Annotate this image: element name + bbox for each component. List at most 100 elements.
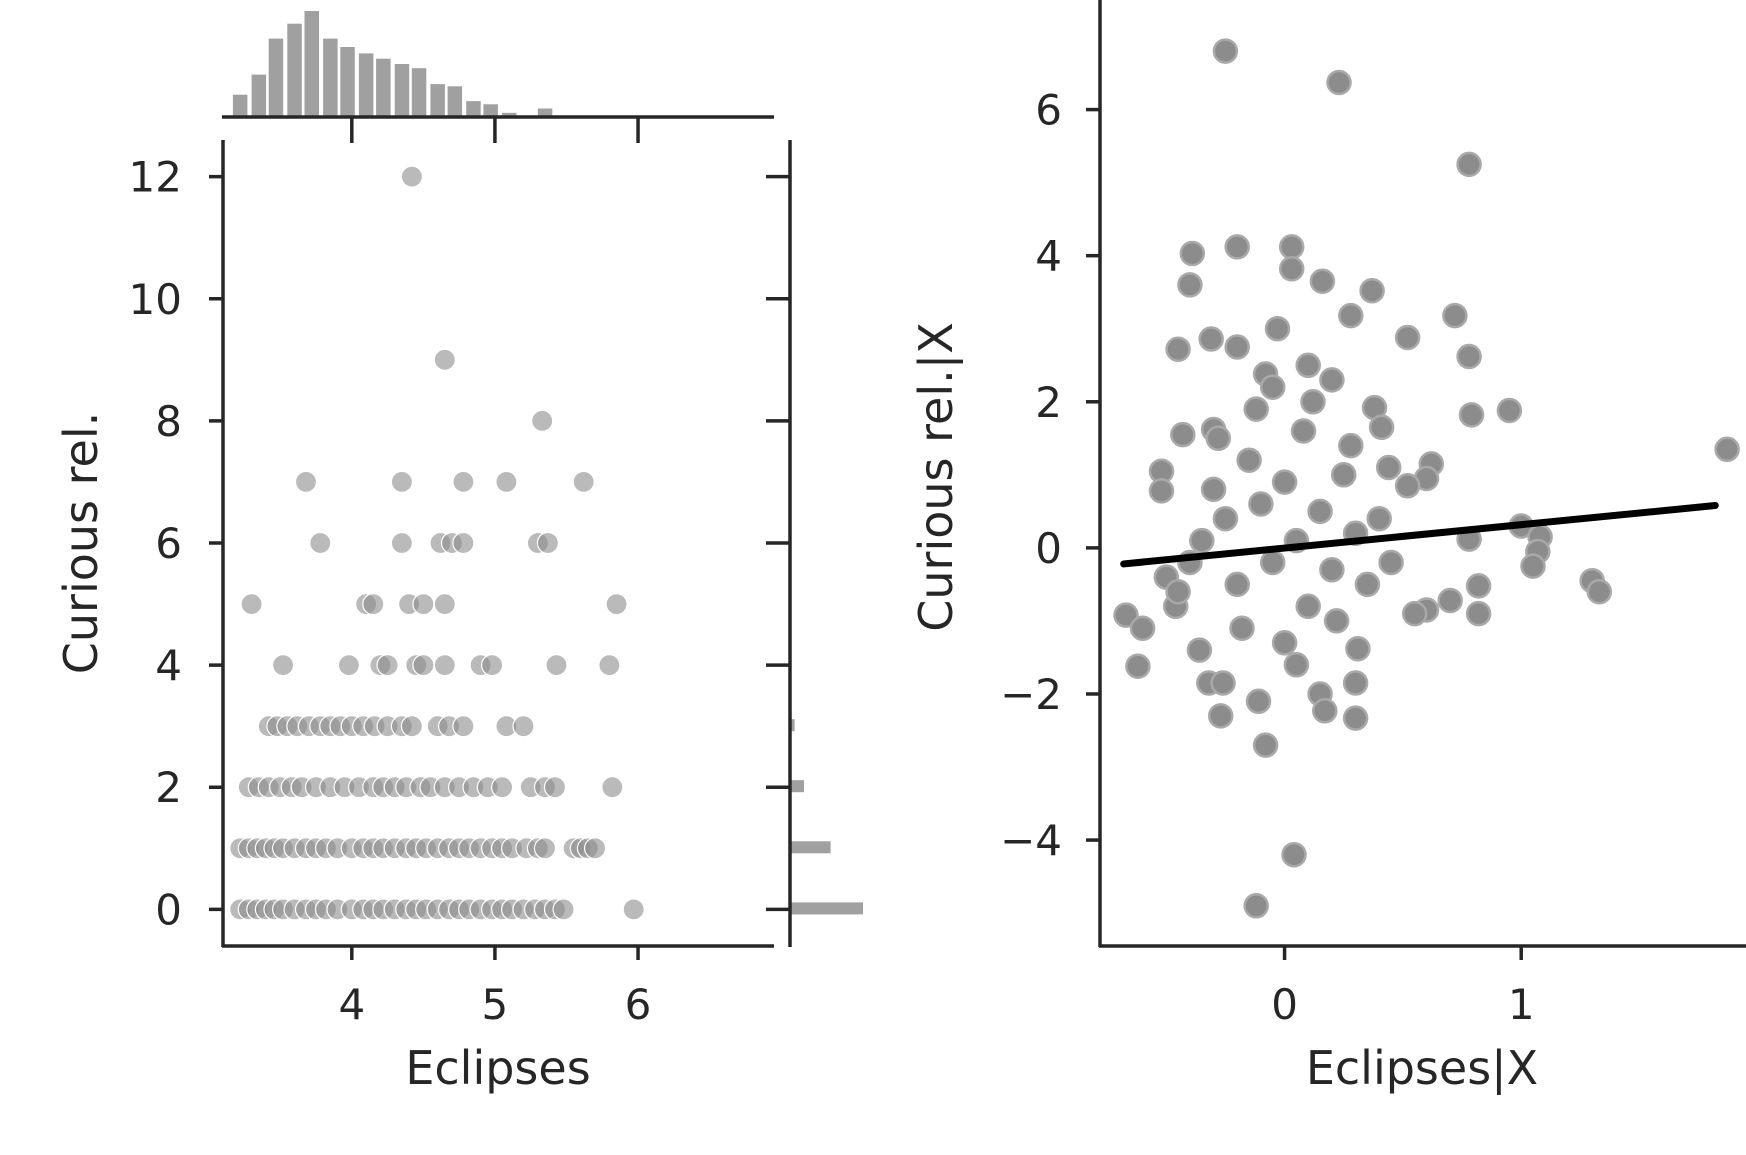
right-scatter-point	[1281, 841, 1307, 868]
right-scatter-point	[1465, 600, 1492, 627]
left-scatter-point	[390, 470, 413, 493]
left-scatter-point	[376, 653, 399, 677]
right-scatter-point	[1319, 557, 1345, 583]
right-scatter-point	[1259, 549, 1286, 576]
right-scatter-point	[1224, 234, 1250, 260]
right-y-tick-label: 2	[1035, 378, 1062, 427]
right-scatter-point	[1243, 396, 1269, 422]
left-x-tick-label: 6	[625, 980, 652, 1029]
right-scatter-point	[1252, 732, 1279, 758]
right-scatter-point	[1243, 893, 1269, 919]
marginal-x-histogram-bar	[376, 58, 391, 117]
left-marginal-y-histogram	[791, 719, 863, 915]
left-scatter-points	[229, 165, 645, 921]
right-scatter-point	[1148, 478, 1175, 504]
left-scatter-point	[272, 653, 295, 677]
right-scatter-point	[1342, 670, 1369, 696]
left-scatter-point	[452, 531, 475, 555]
right-scatter-point	[1345, 635, 1371, 662]
left-scatter-point	[536, 531, 560, 555]
right-scatter-point	[1259, 374, 1286, 400]
left-scatter-point	[491, 776, 514, 799]
right-y-axis-label: Curious rel.|X	[909, 322, 964, 631]
left-scatter-point	[390, 531, 413, 555]
right-scatter-point	[1323, 608, 1350, 634]
right-scatter-point	[1290, 418, 1317, 444]
right-scatter-point	[1714, 436, 1740, 463]
right-scatter-point	[1458, 402, 1485, 428]
right-y-tick-label: −4	[1000, 816, 1062, 865]
right-scatter-point	[1212, 505, 1239, 532]
right-scatter-point	[1295, 352, 1321, 379]
right-scatter-point	[1354, 571, 1381, 598]
left-x-ticks: 4 5 6	[338, 117, 651, 1029]
marginal-x-histogram-bar	[447, 86, 463, 117]
right-scatter-point	[1456, 151, 1482, 178]
left-x-axis-label: Eclipses	[405, 1041, 590, 1095]
left-scatter-point	[400, 715, 423, 738]
right-y-ticks: −4 −2 0 2 4 6	[1000, 86, 1100, 865]
left-scatter-point	[605, 592, 628, 616]
right-scatter-point	[1496, 397, 1523, 424]
marginal-y-histogram-bar	[791, 780, 804, 793]
marginal-x-histogram-bar	[251, 74, 267, 117]
right-scatter-point	[1177, 272, 1203, 298]
right-scatter-point	[1207, 703, 1234, 729]
right-scatter-point	[1295, 593, 1321, 620]
marginal-x-histogram-bar	[268, 38, 284, 117]
left-scatter-point	[294, 470, 318, 493]
marginal-x-histogram-bar	[304, 11, 319, 117]
right-scatter-point	[1394, 324, 1421, 351]
marginal-x-histogram-bar	[394, 64, 410, 117]
right-scatter-point	[1437, 587, 1463, 614]
left-scatter-point	[412, 653, 435, 677]
right-scatter-point	[1165, 336, 1191, 362]
left-y-tick-label: 12	[129, 153, 182, 202]
regression-line	[1120, 502, 1719, 568]
marginal-y-histogram-bar	[791, 841, 831, 854]
right-scatter-point	[1338, 432, 1364, 459]
left-scatter-point	[412, 592, 435, 616]
left-scatter-point	[309, 531, 332, 555]
left-scatter-point	[545, 653, 568, 677]
left-y-tick-label: 10	[129, 275, 182, 324]
marginal-x-histogram-bar	[502, 112, 517, 117]
left-scatter-point	[531, 409, 554, 432]
right-scatter-point	[1229, 615, 1255, 641]
right-scatter-point	[1189, 527, 1215, 554]
left-scatter-point	[452, 715, 475, 738]
left-joint-plot: 4 5 6 0 2 4 6 8 10 12 Eclipses Curious rel.	[54, 11, 863, 1095]
right-scatter-point	[1205, 425, 1232, 452]
left-scatter-point	[543, 776, 567, 799]
left-y-tick-label: 8	[155, 397, 182, 446]
marginal-x-histogram-bar	[466, 101, 481, 117]
marginal-x-histogram-bar	[430, 84, 445, 117]
right-scatter-point	[1456, 343, 1482, 370]
right-scatter-point	[1165, 578, 1191, 605]
right-scatter-point	[1375, 454, 1402, 481]
left-marginal-x-histogram	[232, 11, 553, 118]
right-y-tick-label: 0	[1035, 524, 1062, 573]
right-scatter-point	[1212, 38, 1239, 64]
right-scatter-point	[1326, 69, 1352, 96]
right-x-axis-label: Eclipses|X	[1306, 1041, 1538, 1096]
right-x-tick-label: 0	[1271, 980, 1298, 1029]
right-scatter-point	[1338, 302, 1364, 329]
left-scatter-point	[433, 348, 456, 371]
right-scatter-point	[1401, 600, 1428, 627]
right-scatter-point	[1210, 670, 1236, 696]
left-x-tick-label: 5	[482, 980, 509, 1029]
left-y-ticks: 0 2 4 6 8 10 12	[129, 153, 790, 934]
right-scatter-point	[1271, 469, 1298, 495]
left-scatter-point	[481, 653, 504, 677]
right-scatter-point	[1113, 602, 1139, 628]
left-scatter-point	[533, 837, 557, 860]
left-scatter-point	[622, 898, 645, 921]
right-scatter-point	[1200, 476, 1227, 503]
right-scatter-point	[1520, 553, 1546, 579]
right-scatter-point	[1278, 256, 1305, 282]
left-scatter-point	[512, 715, 535, 738]
